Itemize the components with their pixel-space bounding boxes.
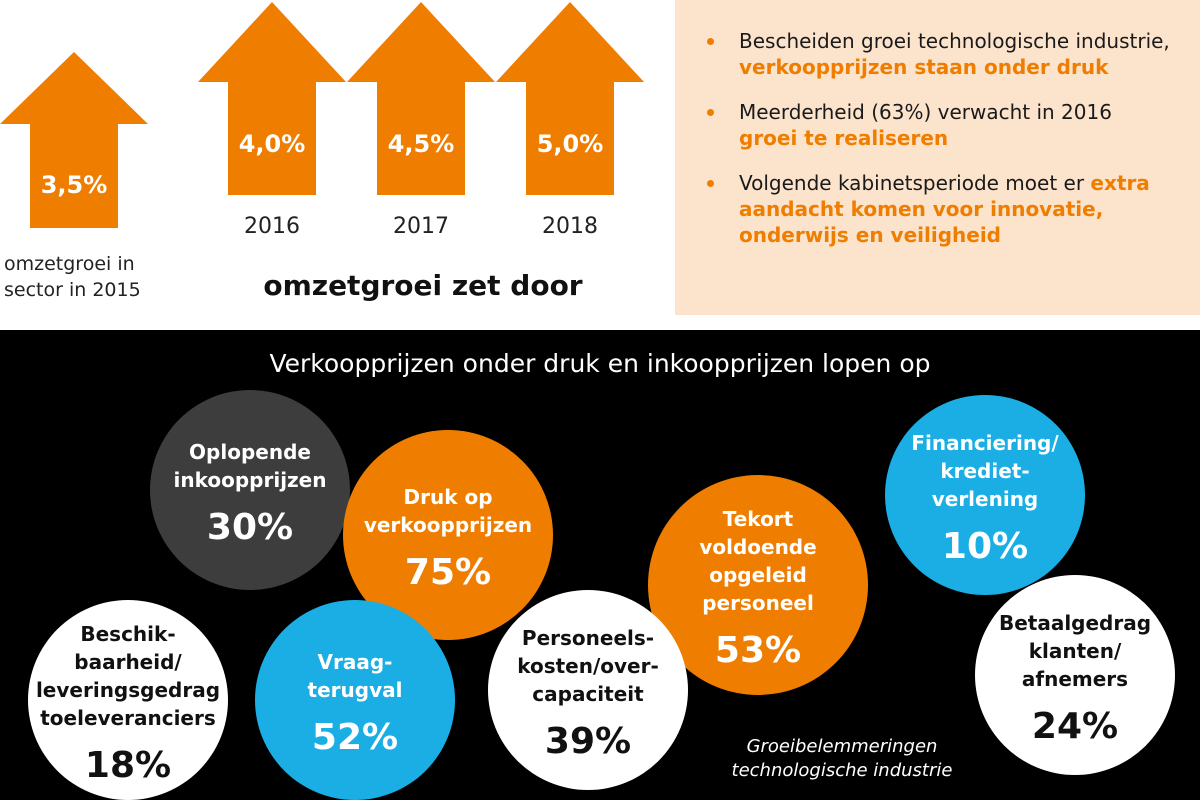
bullet-text: Meerderheid (63%) verwacht in 2016	[739, 100, 1112, 124]
year: 2016	[244, 214, 300, 239]
bubble-label: personeel	[702, 591, 814, 615]
arrow-value: 4,5%	[388, 130, 455, 158]
bubble-label: leveringsgedrag	[36, 678, 220, 702]
bubble-label: Tekort	[723, 507, 794, 531]
bubble	[488, 590, 688, 790]
bubble	[150, 390, 350, 590]
year: 2018	[542, 214, 598, 239]
bullet-text: Volgende kabinetsperiode moet er	[739, 171, 1091, 195]
bullet-text: Bescheiden groei technologische industri…	[739, 29, 1170, 53]
bullet: Meerderheid (63%) verwacht in 2016 groei…	[705, 99, 1170, 151]
bubble-label: voldoende	[699, 535, 816, 559]
bullet-highlight: extra aandacht komen voor innovatie, ond…	[739, 171, 1150, 247]
arrow-value: 4,0%	[239, 130, 306, 158]
arrow	[0, 52, 148, 228]
bubble-label: verlening	[932, 487, 1039, 511]
bubble-label: toeleveranciers	[40, 706, 216, 730]
bubble-label: Vraag-	[318, 650, 393, 674]
bubble	[975, 575, 1175, 775]
bubble-label: Financiering/	[911, 431, 1059, 455]
bubble-value: 18%	[85, 745, 171, 786]
bubble-label: Druk op	[403, 485, 492, 509]
bubble-label: Oplopende	[189, 440, 311, 464]
headline: omzetgroei zet door	[263, 269, 582, 302]
bubble	[255, 600, 455, 800]
arrow-value: 5,0%	[537, 130, 604, 158]
year: 2017	[393, 214, 449, 239]
bubble-value: 10%	[942, 526, 1028, 567]
bubble	[343, 430, 553, 640]
bubble-label: krediet-	[940, 459, 1029, 483]
bubble-value: 53%	[715, 630, 801, 671]
caption: technologische industrie	[732, 760, 953, 781]
bubble-value: 30%	[207, 507, 293, 548]
bubble-value: 39%	[545, 721, 631, 762]
bubble-value: 24%	[1032, 706, 1118, 747]
bubble-label: opgeleid	[709, 563, 807, 587]
section-title: Verkoopprijzen onder druk en inkoopprijz…	[269, 349, 930, 378]
bubble-label: terugval	[308, 678, 403, 702]
arrow	[198, 2, 346, 195]
bubble	[885, 395, 1085, 595]
bullet-highlight: verkoopprijzen staan onder druk	[739, 55, 1109, 79]
bubble-label: Betaalgedrag	[999, 611, 1151, 635]
caption: omzetgroei in	[4, 253, 135, 275]
bubble	[28, 600, 228, 800]
arrow	[496, 2, 644, 195]
arrow	[347, 2, 495, 195]
bullet-highlight: groei te realiseren	[739, 126, 949, 150]
bubble-label: inkoopprijzen	[174, 468, 327, 492]
bubble-label: klanten/	[1029, 639, 1122, 663]
bubble-label: verkoopprijzen	[364, 513, 532, 537]
bubble-label: kosten/over-	[517, 654, 659, 678]
bullet-box: Bescheiden groei technologische industri…	[675, 0, 1200, 315]
bubble-value: 52%	[312, 717, 398, 758]
bubble-label: baarheid/	[74, 650, 182, 674]
caption: Groeibelemmeringen	[747, 736, 938, 757]
bubble-label: Beschik-	[80, 622, 175, 646]
bubble	[648, 475, 868, 695]
arrow-value: 3,5%	[41, 171, 108, 199]
bullet: Volgende kabinetsperiode moet er extra a…	[705, 170, 1170, 248]
bubble-label: afnemers	[1022, 667, 1128, 691]
caption: sector in 2015	[4, 279, 141, 301]
bubble-value: 75%	[405, 552, 491, 593]
bubble-label: Personeels-	[522, 626, 654, 650]
bubble-label: capaciteit	[532, 682, 644, 706]
bullet: Bescheiden groei technologische industri…	[705, 28, 1170, 80]
